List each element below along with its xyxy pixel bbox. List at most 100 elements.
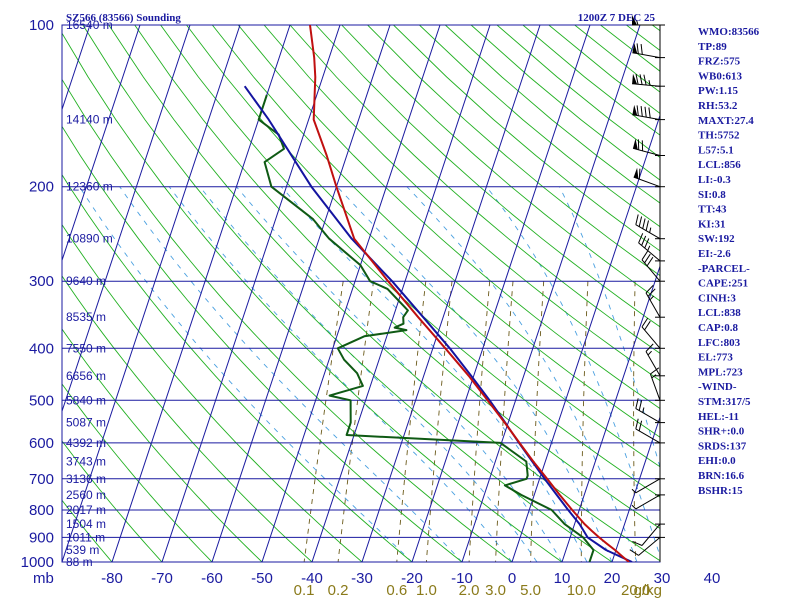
wind-barb — [629, 536, 665, 556]
temperature-label: 0 — [508, 570, 516, 587]
index-item: CAPE:251 — [698, 278, 748, 290]
mixing-ratio-label: 2.0 — [459, 582, 480, 599]
dry-adiabat — [263, 25, 660, 382]
pressure-label: 500 — [29, 392, 54, 409]
mixing-ratio-line — [685, 281, 694, 562]
index-item: EL:773 — [698, 352, 733, 364]
index-item: L57:5.1 — [698, 144, 734, 156]
temperature-label: 30 — [654, 570, 671, 587]
index-item: BRN:16.6 — [698, 470, 745, 482]
dry-adiabat — [62, 440, 163, 562]
isobars — [61, 24, 661, 563]
pressure-label: 400 — [29, 340, 54, 357]
temperature-label: -60 — [201, 570, 223, 587]
wind-barb — [641, 317, 665, 349]
height-label: 8535 m — [66, 310, 106, 324]
isotherm — [461, 25, 641, 562]
wind-barb — [645, 284, 665, 318]
dry-adiabat — [108, 25, 660, 562]
isotherm — [211, 25, 391, 562]
height-label: 1011 m — [66, 530, 105, 544]
height-label: 9640 m — [66, 274, 106, 288]
mixing-ratio-line — [396, 281, 427, 562]
height-labels: 16540 m 14140 m 12360 m 10890 m 9640 m 8535 m… — [66, 18, 113, 569]
index-item: TP:89 — [698, 41, 727, 53]
height-label: 6656 m — [66, 369, 106, 383]
dry-adiabat — [62, 499, 113, 562]
isotherm — [762, 25, 800, 562]
moist-adiabat — [558, 186, 660, 469]
isotherm — [62, 25, 191, 413]
dry-adiabat — [367, 25, 660, 277]
isotherm — [161, 25, 341, 562]
height-label: 10890 m — [66, 232, 113, 246]
index-item: BSHR:15 — [698, 485, 743, 497]
pressure-label: 600 — [29, 435, 54, 452]
index-item: FRZ:575 — [698, 56, 741, 68]
index-item: MAXT:27.4 — [698, 115, 754, 127]
height-label: 12360 m — [66, 180, 113, 194]
mixing-ratio-line — [580, 281, 589, 562]
mixing-ratio-line — [337, 281, 375, 562]
temperature-label: -40 — [301, 570, 323, 587]
dry-adiabat — [211, 25, 660, 438]
temperature-labels: -80 -70 -60 -50 -40 -30 -20 -10 0 10 20 30 40 — [101, 570, 720, 587]
temperature-label: -70 — [151, 570, 173, 587]
index-item: LCL:838 — [698, 307, 741, 319]
index-item: TT:43 — [698, 204, 727, 216]
wind-barb — [632, 138, 665, 156]
index-item: -PARCEL- — [698, 263, 750, 275]
height-label: 2560 m — [66, 488, 106, 502]
mixing-ratio-line — [303, 281, 344, 562]
wind-barb — [631, 494, 665, 510]
mixing-ratio-line — [633, 281, 637, 562]
height-label: 16540 m — [66, 18, 113, 32]
dry-adiabat — [496, 25, 660, 159]
dry-adiabat — [62, 275, 313, 562]
index-item: RH:53.2 — [698, 100, 738, 112]
chart-datetime: 1200Z 7 DEC 25 — [578, 12, 656, 24]
mixing-ratio-unit-label: g/kg — [634, 582, 662, 599]
index-item: PW:1.15 — [698, 85, 739, 97]
mixing-ratio-line — [468, 281, 491, 562]
index-item: -WIND- — [698, 381, 737, 393]
dry-adiabat — [237, 25, 660, 410]
index-item: CINH:3 — [698, 292, 736, 304]
isotherm — [261, 25, 441, 562]
index-item: SRDS:137 — [698, 440, 747, 452]
mixing-ratio-label: 0.2 — [328, 582, 349, 599]
dry-adiabat — [82, 25, 613, 562]
index-item: CAP:0.8 — [698, 322, 739, 334]
index-item: LFC:803 — [698, 337, 741, 349]
dry-adiabat — [548, 25, 660, 115]
height-label: 4392 m — [66, 436, 106, 450]
dry-adiabat — [444, 25, 660, 204]
pressure-label: 800 — [29, 502, 54, 519]
dry-adiabat — [315, 25, 660, 328]
height-label: 3136 m — [66, 472, 106, 486]
mixing-ratio-label: 5.0 — [520, 582, 541, 599]
index-item: HEL:-11 — [698, 411, 739, 423]
moist-adiabats — [79, 186, 660, 562]
dry-adiabat — [341, 25, 660, 302]
index-item: EI:-2.6 — [698, 248, 731, 260]
isotherm — [62, 25, 241, 562]
isotherm — [511, 113, 660, 562]
dry-adiabat — [62, 383, 213, 562]
mixing-ratio-labels: 0.1 0.2 0.6 1.0 2.0 3.0 5.0 10.0 20.0 — [294, 582, 651, 599]
height-label: 7550 m — [66, 341, 106, 355]
dry-adiabat — [574, 25, 660, 93]
sounding-series — [243, 25, 633, 562]
wind-barb — [631, 478, 665, 494]
mixing-ratio-line — [530, 281, 545, 562]
height-label: 2017 m — [66, 503, 106, 517]
moist-adiabat — [168, 186, 513, 562]
temperature-label: -80 — [101, 570, 123, 587]
pressure-label: 100 — [29, 17, 54, 34]
wind-barb — [632, 15, 665, 26]
dry-adiabat — [62, 328, 263, 562]
dry-adiabat — [186, 25, 660, 468]
pressure-label: 300 — [29, 273, 54, 290]
moist-adiabat — [406, 186, 638, 562]
height-label: 3743 m — [66, 455, 106, 469]
